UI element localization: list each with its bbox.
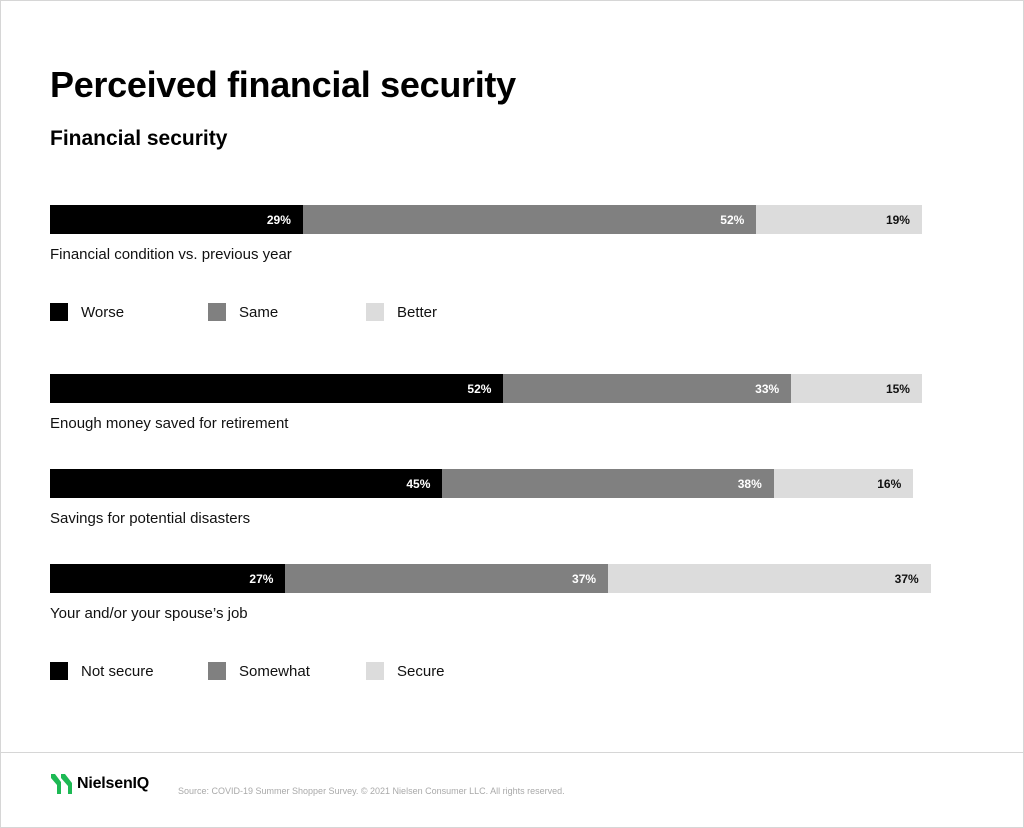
legend-security: Not secure Somewhat Secure — [50, 662, 650, 682]
bar-segment-somewhat: 38% — [442, 469, 774, 498]
data-label-not-secure: 52% — [467, 382, 492, 396]
legend-item-not-secure: Not secure — [50, 662, 154, 680]
legend-item-better: Better — [366, 303, 437, 321]
bar-segment-better: 19% — [756, 205, 922, 234]
data-label-somewhat: 33% — [755, 382, 780, 396]
legend-label-worse: Worse — [81, 303, 125, 321]
legend-swatch-light-gray — [366, 303, 384, 321]
legend-swatch-gray — [208, 303, 226, 321]
legend-item-worse: Worse — [50, 303, 124, 321]
data-label-secure: 37% — [894, 572, 919, 586]
bar-segment-somewhat: 33% — [503, 374, 792, 403]
bar-segment-worse: 29% — [50, 205, 303, 234]
legend-label-somewhat: Somewhat — [239, 662, 310, 680]
legend-swatch-gray — [208, 662, 226, 680]
legend-label-better: Better — [397, 303, 438, 321]
data-label-better: 19% — [885, 213, 910, 227]
bar-segment-not-secure: 52% — [50, 374, 504, 403]
bar-segment-not-secure: 45% — [50, 469, 443, 498]
source-note: Source: COVID-19 Summer Shopper Survey. … — [178, 786, 565, 796]
legend-item-secure: Secure — [366, 662, 445, 680]
bar-segment-secure: 37% — [608, 564, 931, 593]
bar-segment-not-secure: 27% — [50, 564, 286, 593]
legend-swatch-black — [50, 662, 68, 680]
page-title: Perceived financial security — [50, 64, 516, 105]
data-label-not-secure: 45% — [406, 477, 431, 491]
legend-item-same: Same — [208, 303, 278, 321]
data-label-not-secure: 27% — [249, 572, 274, 586]
bar-segment-same: 52% — [302, 205, 757, 234]
data-label-same: 52% — [720, 213, 745, 227]
logo-wordmark: NielsenIQ — [77, 775, 150, 792]
bar-segment-somewhat: 37% — [285, 564, 609, 593]
footer-divider — [0, 752, 1024, 753]
bar-segment-secure: 15% — [791, 374, 922, 403]
legend-label-not-secure: Not secure — [81, 662, 154, 680]
nielseniq-logo-icon — [51, 774, 72, 794]
legend-label-same: Same — [239, 303, 279, 321]
bar-financial-condition: 29% 52% 19% — [50, 205, 922, 234]
row-label-financial-condition: Financial condition vs. previous year — [50, 246, 292, 263]
bar-segment-secure: 16% — [773, 469, 914, 498]
bar-job-security: 27% 37% 37% — [50, 564, 931, 593]
bar-retirement-savings: 52% 33% 15% — [50, 374, 922, 403]
legend-label-secure: Secure — [397, 662, 445, 680]
data-label-secure: 16% — [877, 477, 902, 491]
bar-disaster-savings: 45% 38% 16% — [50, 469, 914, 498]
data-label-worse: 29% — [266, 213, 291, 227]
legend-swatch-black — [50, 303, 68, 321]
nielseniq-logo: NielsenIQ — [50, 773, 149, 795]
legend-condition: Worse Same Better — [50, 303, 650, 323]
row-label-retirement-savings: Enough money saved for retirement — [50, 415, 289, 432]
legend-item-somewhat: Somewhat — [208, 662, 310, 680]
data-label-somewhat: 37% — [572, 572, 597, 586]
row-label-disaster-savings: Savings for potential disasters — [50, 510, 251, 527]
row-label-job-security: Your and/or your spouse’s job — [50, 605, 248, 622]
data-label-secure: 15% — [885, 382, 910, 396]
legend-swatch-light-gray — [366, 662, 384, 680]
data-label-somewhat: 38% — [737, 477, 762, 491]
chart-subtitle: Financial security — [50, 127, 228, 150]
